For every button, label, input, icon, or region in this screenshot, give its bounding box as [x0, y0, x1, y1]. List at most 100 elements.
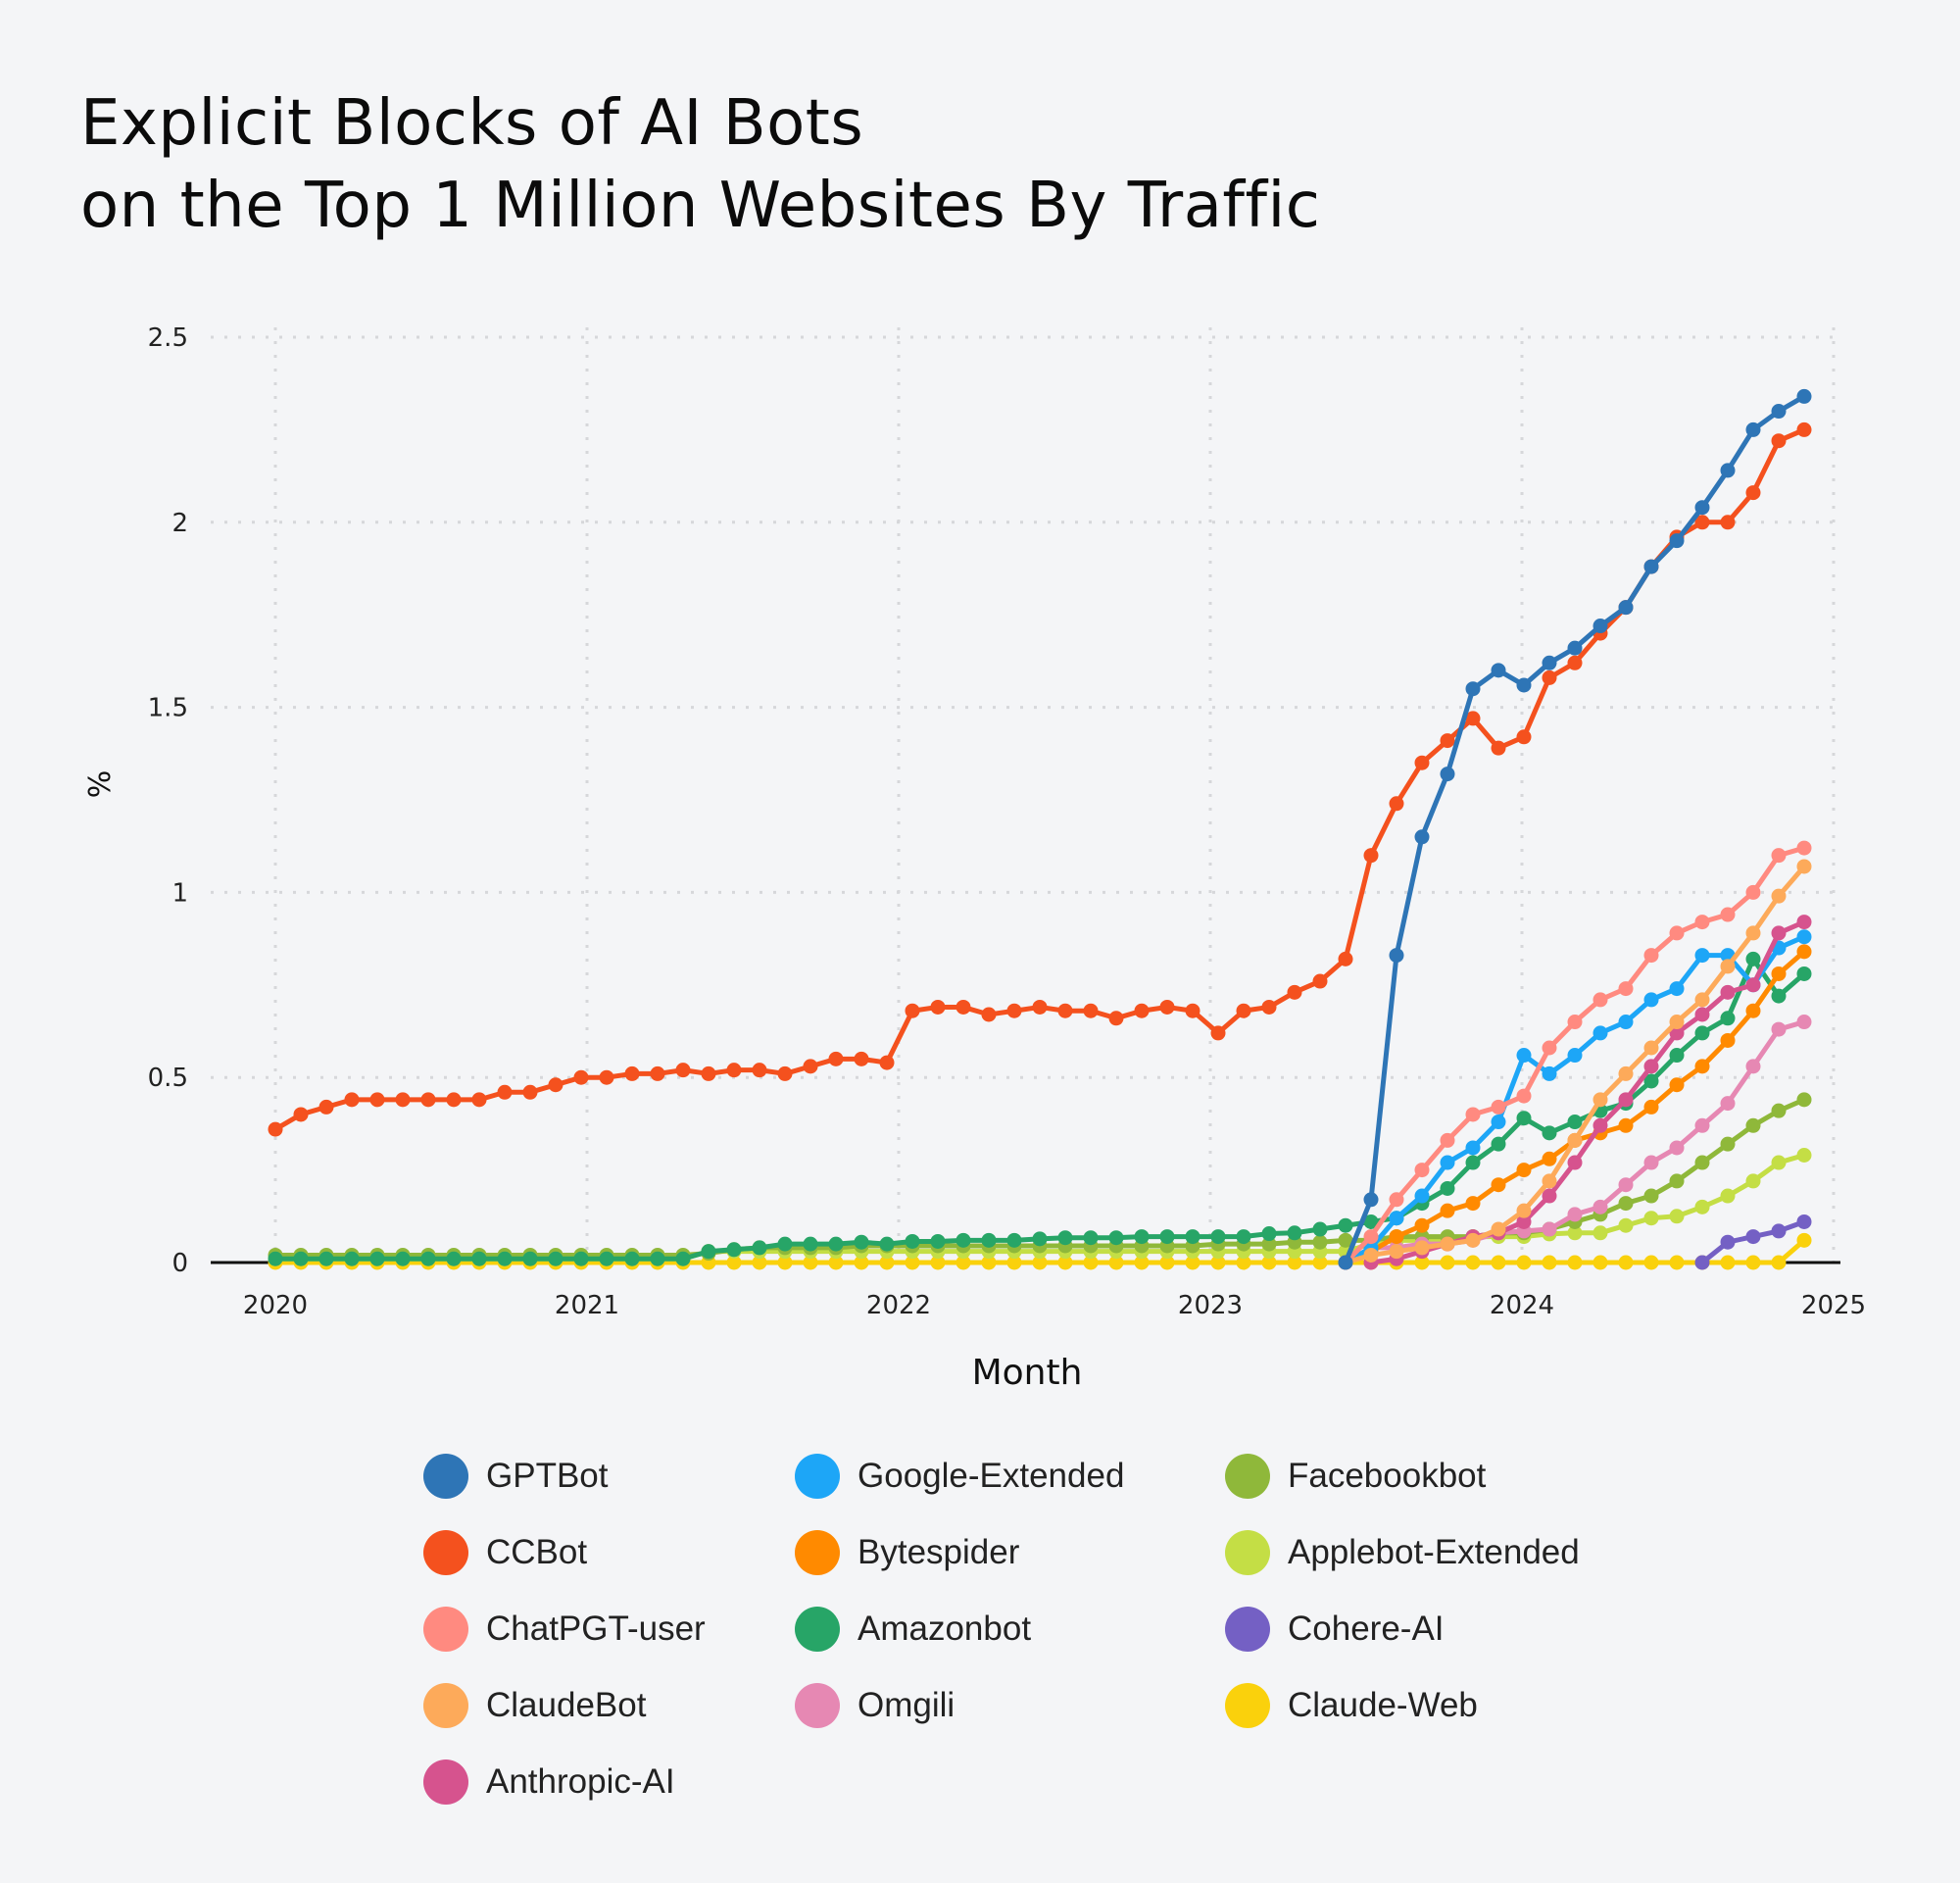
data-point: GPTBot 2025-01: 2.34 — [1796, 388, 1812, 404]
legend-label: Cohere-AI — [1288, 1610, 1445, 1648]
data-point: CCBot 2023-06: 0.76 — [1312, 973, 1328, 989]
data-point: Amazonbot 2024-03: 0.35 — [1542, 1125, 1557, 1141]
data-point: Amazonbot 2020-11: 0.01 — [522, 1251, 538, 1266]
data-point: CCBot 2022-11: 0.68 — [1134, 1003, 1150, 1018]
data-point: Google-Extended 2024-06: 0.65 — [1618, 1015, 1634, 1030]
data-point: Amazonbot 2023-03: 0.07 — [1236, 1229, 1251, 1245]
data-point: Claude-Web 2021-08: 0 — [752, 1255, 767, 1270]
data-point: Amazonbot 2024-07: 0.49 — [1643, 1073, 1659, 1089]
data-point: ChatPGT-user 2024-08: 0.89 — [1669, 925, 1685, 941]
legend-item: Applebot-Extended — [1225, 1530, 1580, 1575]
series-claudebot: ClaudeBot 2023-07: 0ClaudeBot 2023-08: 0… — [1338, 859, 1812, 1270]
data-point: CCBot 2022-01: 0.54 — [879, 1055, 895, 1070]
data-point: GPTBot 2024-11: 2.25 — [1745, 421, 1761, 437]
data-point: CCBot 2024-09: 2 — [1694, 515, 1710, 530]
data-point: Anthropic-AI 2024-04: 0.27 — [1567, 1155, 1583, 1170]
data-point: Amazonbot 2023-08: 0.11 — [1363, 1214, 1379, 1229]
data-point: CCBot 2023-09: 1.24 — [1389, 796, 1404, 812]
series-amazonbot: Amazonbot 2020-01: 0.01 Amazonbot 2020-02… — [268, 951, 1812, 1266]
data-point: Anthropic-AI 2024-10: 0.73 — [1720, 984, 1736, 1000]
data-point: Amazonbot 2023-05: 0.08 — [1287, 1225, 1302, 1241]
data-point: Bytespider 2024-11: 0.68 — [1745, 1003, 1761, 1018]
data-point: Applebot-Extended 2024-05: 0.08 — [1592, 1225, 1608, 1241]
data-point: Facebookbot 2023-04: 0.05 — [1261, 1236, 1277, 1252]
legend-label: Claude-Web — [1288, 1686, 1478, 1724]
data-point: Amazonbot 2022-02: 0.057 — [905, 1233, 920, 1249]
data-point: GPTBot 2024-12: 2.3 — [1771, 404, 1787, 420]
data-point: CCBot 2020-04: 0.44 — [344, 1092, 360, 1108]
data-point: GPTBot 2024-06: 1.77 — [1618, 600, 1634, 616]
data-point: CCBot 2024-04: 1.62 — [1567, 655, 1583, 670]
data-point: Claude-Web 2024-03: 0 — [1542, 1255, 1557, 1270]
data-point: Google-Extended 2024-05: 0.62 — [1592, 1025, 1608, 1041]
data-point: ChatPGT-user 2024-05: 0.71 — [1592, 992, 1608, 1008]
data-point: Claude-Web 2022-02: 0 — [905, 1255, 920, 1270]
data-point: Amazonbot 2022-11: 0.07 — [1134, 1229, 1150, 1245]
legend-swatch-icon — [795, 1454, 840, 1499]
data-point: CCBot 2021-04: 0.51 — [650, 1065, 665, 1081]
data-point: GPTBot 2024-05: 1.72 — [1592, 619, 1608, 634]
data-point: ClaudeBot 2023-08: 0.02 — [1363, 1247, 1379, 1263]
x-tick-label: 2023 — [1178, 1291, 1243, 1320]
data-point: Anthropic-AI 2024-03: 0.18 — [1542, 1188, 1557, 1204]
data-point: Amazonbot 2020-07: 0.01 — [420, 1251, 436, 1266]
data-point: ClaudeBot 2023-12: 0.06 — [1465, 1232, 1481, 1248]
data-point: Claude-Web 2022-12: 0 — [1159, 1255, 1175, 1270]
data-point: CCBot 2022-07: 0.69 — [1032, 999, 1048, 1015]
data-point: Google-Extended 2024-07: 0.71 — [1643, 992, 1659, 1008]
data-point: CCBot 2024-10: 2 — [1720, 515, 1736, 530]
data-point: ChatPGT-user 2023-11: 0.33 — [1440, 1132, 1455, 1148]
data-point: CCBot 2021-08: 0.52 — [752, 1063, 767, 1078]
data-point: Google-Extended 2024-03: 0.51 — [1542, 1065, 1557, 1081]
data-point: Google-Extended 2023-11: 0.27 — [1440, 1155, 1455, 1170]
data-point: Amazonbot 2022-05: 0.06 — [981, 1232, 997, 1248]
data-point: Claude-Web 2023-01: 0 — [1185, 1255, 1200, 1270]
chart-title-line-1: Explicit Blocks of AI Bots — [80, 87, 864, 160]
data-point: Claude-Web 2024-07: 0 — [1643, 1255, 1659, 1270]
data-point: Cohere-AI 2024-09: 0 — [1694, 1255, 1710, 1270]
data-point: Amazonbot 2023-12: 0.27 — [1465, 1155, 1481, 1170]
data-point: Applebot-Extended 2024-12: 0.27 — [1771, 1155, 1787, 1170]
data-point: Amazonbot 2024-11: 0.82 — [1745, 951, 1761, 966]
data-point: CCBot 2022-10: 0.66 — [1108, 1011, 1124, 1026]
data-point: Applebot-Extended 2024-11: 0.22 — [1745, 1173, 1761, 1189]
data-point: ClaudeBot 2024-08: 0.65 — [1669, 1015, 1685, 1030]
data-point: Google-Extended 2024-02: 0.56 — [1516, 1048, 1532, 1064]
legend-swatch-icon — [1225, 1607, 1270, 1652]
data-point: Claude-Web 2022-03: 0 — [930, 1255, 946, 1270]
data-point: Amazonbot 2022-01: 0.05 — [879, 1236, 895, 1252]
data-point: Claude-Web 2022-09: 0 — [1083, 1255, 1099, 1270]
data-point: CCBot 2021-09: 0.51 — [777, 1065, 793, 1081]
data-point: Applebot-Extended 2024-06: 0.1 — [1618, 1217, 1634, 1233]
x-axis-label: Month — [972, 1353, 1083, 1393]
data-point: ChatPGT-user 2024-01: 0.42 — [1491, 1099, 1506, 1115]
data-point: ClaudeBot 2023-09: 0.03 — [1389, 1244, 1404, 1260]
legend-item: ChatPGT-user — [423, 1607, 706, 1652]
data-point: Anthropic-AI 2024-02: 0.11 — [1516, 1214, 1532, 1229]
data-point: Omgili 2024-07: 0.27 — [1643, 1155, 1659, 1170]
data-point: ClaudeBot 2024-10: 0.8 — [1720, 959, 1736, 974]
data-point: Facebookbot 2025-01: 0.44 — [1796, 1092, 1812, 1108]
legend-label: Bytespider — [858, 1533, 1020, 1571]
data-point: CCBot 2022-09: 0.68 — [1083, 1003, 1099, 1018]
data-point: Amazonbot 2023-01: 0.07 — [1185, 1229, 1200, 1245]
legend-item: Omgili — [795, 1683, 955, 1728]
legend-swatch-icon — [1225, 1530, 1270, 1575]
legend-item: Facebookbot — [1225, 1454, 1486, 1499]
data-point: GPTBot 2024-02: 1.56 — [1516, 677, 1532, 693]
data-point: Claude-Web 2023-12: 0 — [1465, 1255, 1481, 1270]
data-point: Omgili 2024-09: 0.37 — [1694, 1117, 1710, 1133]
y-tick-label: 0.5 — [148, 1064, 188, 1093]
data-point: Claude-Web 2023-10: 0 — [1414, 1255, 1430, 1270]
data-point: ChatPGT-user 2024-07: 0.83 — [1643, 948, 1659, 964]
data-point: Google-Extended 2025-01: 0.88 — [1796, 929, 1812, 945]
data-point: Bytespider 2023-10: 0.1 — [1414, 1217, 1430, 1233]
data-point: Claude-Web 2022-06: 0 — [1006, 1255, 1022, 1270]
data-point: ClaudeBot 2024-07: 0.58 — [1643, 1040, 1659, 1056]
data-point: Claude-Web 2022-08: 0 — [1057, 1255, 1073, 1270]
data-point: Amazonbot 2024-09: 0.62 — [1694, 1025, 1710, 1041]
series-line — [1343, 394, 1806, 1264]
data-point: Claude-Web 2021-09: 0 — [777, 1255, 793, 1270]
data-point: CCBot 2021-01: 0.5 — [573, 1069, 589, 1085]
data-point: GPTBot 2024-08: 1.95 — [1669, 533, 1685, 549]
